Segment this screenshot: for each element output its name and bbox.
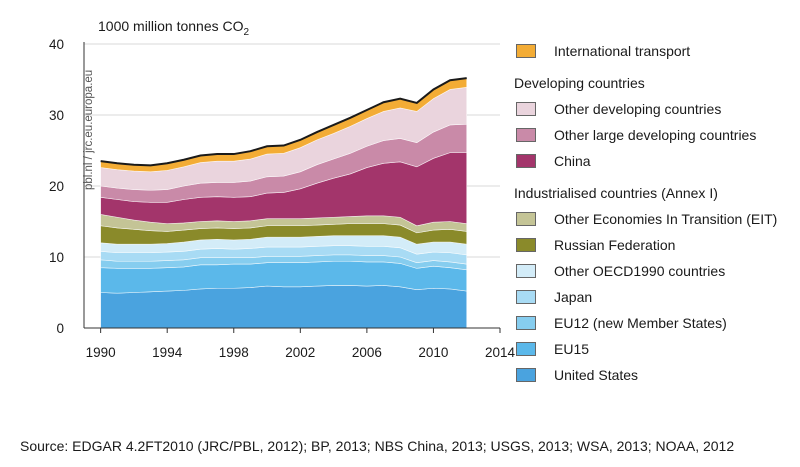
legend-swatch bbox=[516, 212, 536, 226]
legend-swatch bbox=[516, 290, 536, 304]
legend-label: Russian Federation bbox=[554, 237, 676, 253]
y-tick-label: 10 bbox=[49, 250, 64, 265]
legend-label: International transport bbox=[554, 43, 691, 59]
x-tick-label: 2002 bbox=[285, 345, 315, 360]
legend-item-other-large-developing-countries: Other large developing countries bbox=[514, 122, 794, 148]
source-note: Source: EDGAR 4.2FT2010 (JRC/PBL, 2012);… bbox=[20, 438, 735, 454]
legend-label: China bbox=[554, 153, 591, 169]
total-outline bbox=[100, 77, 467, 167]
legend-label: EU15 bbox=[554, 341, 590, 357]
x-tick-label: 1990 bbox=[86, 345, 116, 360]
area-layer bbox=[100, 77, 468, 329]
y-tick-label: 20 bbox=[49, 179, 64, 194]
legend-swatch bbox=[516, 128, 536, 142]
legend-item-other-oecd1990-countries: Other OECD1990 countries bbox=[514, 258, 794, 284]
legend-item-china: China bbox=[514, 148, 794, 174]
legend-group-title: Developing countries bbox=[514, 75, 645, 91]
legend-label: United States bbox=[554, 367, 639, 383]
legend-label: Japan bbox=[554, 289, 593, 305]
legend-label: Other developing countries bbox=[554, 101, 722, 117]
y-tick-label: 0 bbox=[56, 321, 64, 336]
legend-swatch bbox=[516, 102, 536, 116]
x-tick-label: 2010 bbox=[418, 345, 448, 360]
legend-item-eu15: EU15 bbox=[514, 336, 794, 362]
legend: International transport Developing countr… bbox=[514, 38, 794, 388]
legend-item-japan: Japan bbox=[514, 284, 794, 310]
legend-item-eu12-new-member-states: EU12 (new Member States) bbox=[514, 310, 794, 336]
legend-item-united-states: United States bbox=[514, 362, 794, 388]
legend-item-international-transport: International transport bbox=[514, 38, 794, 64]
y-tick-label: 30 bbox=[49, 108, 64, 123]
legend-swatch bbox=[516, 154, 536, 168]
legend-label: Other Economies In Transition (EIT) bbox=[554, 211, 778, 227]
legend-swatch bbox=[516, 238, 536, 252]
x-tick-label: 1998 bbox=[219, 345, 249, 360]
y-tick-label: 40 bbox=[49, 37, 64, 52]
x-tick-label: 2014 bbox=[485, 345, 516, 360]
x-tick-label: 1994 bbox=[152, 345, 183, 360]
y-axis-title: 1000 million tonnes CO2 bbox=[98, 18, 250, 38]
legend-item-other-economies-in-transition-eit: Other Economies In Transition (EIT) bbox=[514, 206, 794, 232]
x-tick-label: 2006 bbox=[352, 345, 382, 360]
legend-item-russian-federation: Russian Federation bbox=[514, 232, 794, 258]
legend-swatch bbox=[516, 368, 536, 382]
axes: 0 10 20 30 40 1990 1994 1998 2002 2006 2010 2014 bbox=[49, 37, 516, 360]
legend-swatch bbox=[516, 316, 536, 330]
legend-group-title: Industrialised countries (Annex I) bbox=[514, 185, 718, 201]
legend-item-other-developing-countries: Other developing countries bbox=[514, 96, 794, 122]
legend-swatch bbox=[516, 264, 536, 278]
legend-label: EU12 (new Member States) bbox=[554, 315, 727, 331]
legend-label: Other OECD1990 countries bbox=[554, 263, 726, 279]
legend-swatch bbox=[516, 44, 536, 58]
legend-swatch bbox=[516, 342, 536, 356]
legend-label: Other large developing countries bbox=[554, 127, 757, 143]
watermark: pbl.nl / jrc.eu.europa.eu bbox=[83, 69, 95, 190]
